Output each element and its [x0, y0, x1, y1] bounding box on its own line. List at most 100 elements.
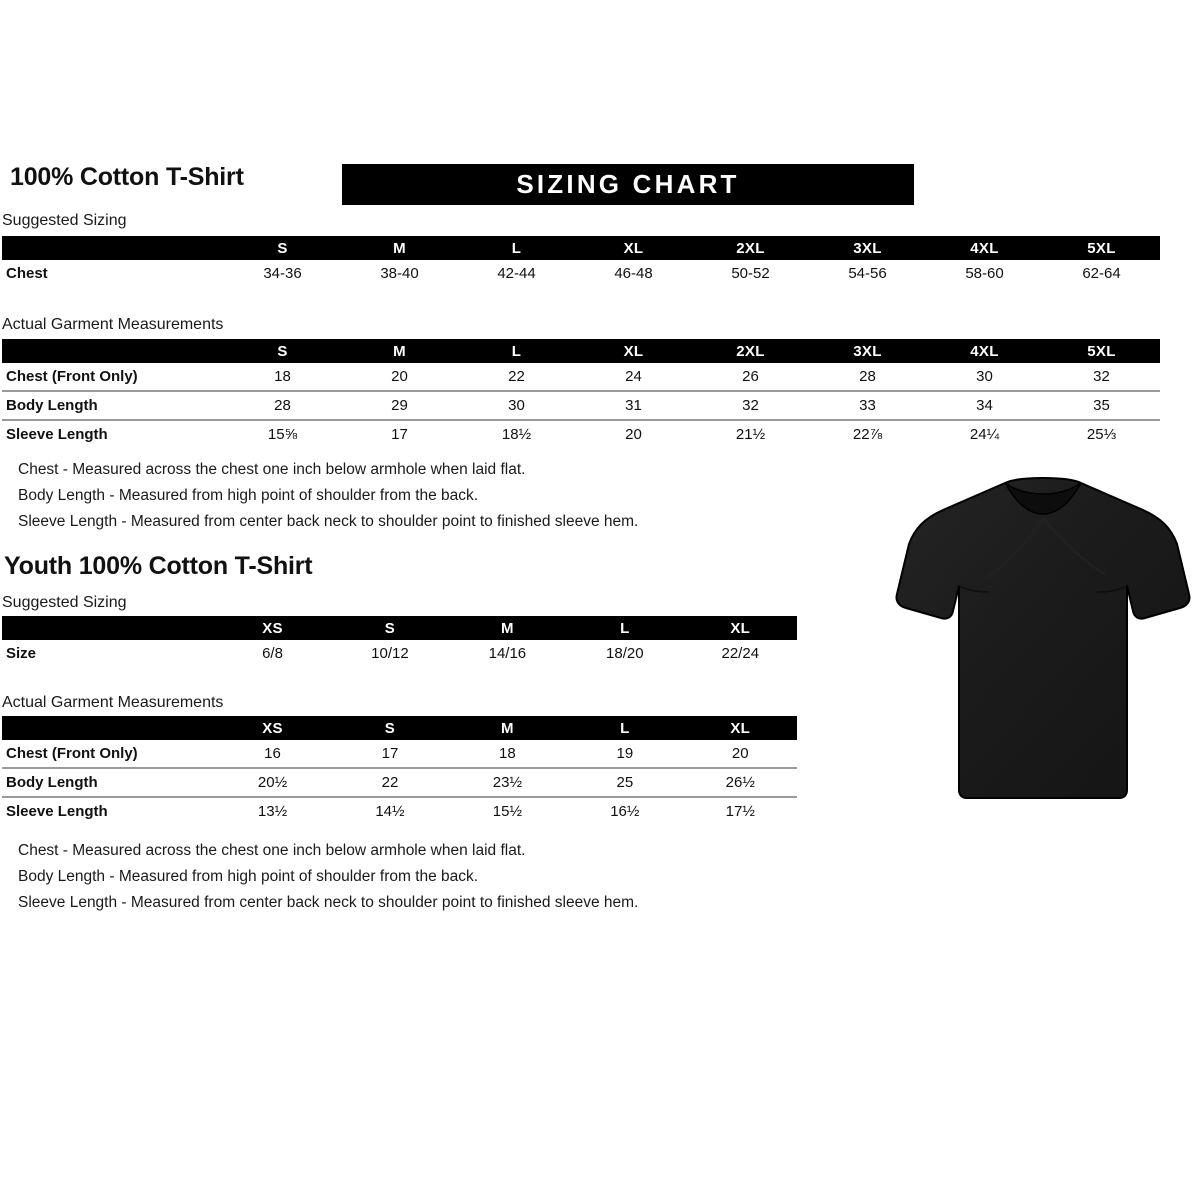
cell-sleevelength-2xl: 21½	[692, 419, 809, 448]
cell-chest-2xl: 50-52	[692, 260, 809, 287]
note-sleeve-length: Sleeve Length - Measured from center bac…	[18, 513, 639, 530]
youth-measurement-notes: Chest - Measured across the chest one in…	[18, 838, 638, 916]
column-header-xl: XL	[683, 716, 797, 740]
table-header-row: S M L XL 2XL 3XL 4XL 5XL	[2, 236, 1160, 260]
cell-bodylength-3xl: 33	[809, 390, 926, 420]
cell-bodylength-s: 22	[331, 767, 449, 797]
adult-suggested-caption: Suggested Sizing	[2, 212, 127, 229]
cell-chest-3xl: 54-56	[809, 260, 926, 287]
cell-chestfront-3xl: 28	[809, 363, 926, 391]
column-header-l: L	[566, 716, 684, 740]
cell-chest-4xl: 58-60	[926, 260, 1043, 287]
column-header-s: S	[331, 716, 449, 740]
column-header-4xl: 4XL	[926, 339, 1043, 363]
cell-chest-m: 38-40	[341, 260, 458, 287]
cell-sleevelength-m: 17	[341, 419, 458, 448]
cell-sleevelength-l: 16½	[566, 796, 684, 825]
adult-actual-measurements-table: S M L XL 2XL 3XL 4XL 5XL Chest (Front On…	[2, 339, 1160, 448]
column-header-xs: XS	[213, 616, 332, 640]
cell-bodylength-4xl: 34	[926, 390, 1043, 420]
row-label-chest-front-only: Chest (Front Only)	[2, 363, 224, 391]
cell-chestfront-l: 22	[458, 363, 575, 391]
header-row: 100% Cotton T-Shirt SIZING CHART	[10, 163, 1190, 205]
cell-bodylength-m: 23½	[448, 767, 567, 797]
cell-chestfront-m: 18	[448, 740, 567, 768]
cell-bodylength-m: 29	[341, 390, 458, 420]
column-header-xl: XL	[575, 236, 692, 260]
cell-bodylength-xl: 31	[575, 390, 692, 420]
table-row: Chest (Front Only) 18 20 22 24 26 28 30 …	[2, 363, 1160, 391]
cell-size-s: 10/12	[331, 640, 449, 667]
black-t-shirt-icon	[895, 477, 1191, 799]
cell-sleevelength-xl: 17½	[683, 796, 797, 825]
column-header-5xl: 5XL	[1043, 236, 1160, 260]
column-header-m: M	[341, 236, 458, 260]
row-label-size: Size	[2, 640, 214, 667]
note-sleeve-length: Sleeve Length - Measured from center bac…	[18, 894, 639, 911]
note-chest: Chest - Measured across the chest one in…	[18, 842, 526, 859]
column-header-l: L	[458, 236, 575, 260]
cell-chestfront-m: 20	[341, 363, 458, 391]
column-header-s: S	[224, 339, 341, 363]
youth-section-title: Youth 100% Cotton T-Shirt	[4, 552, 313, 580]
column-header-l: L	[458, 339, 575, 363]
youth-actual-measurements-table: XS S M L XL Chest (Front Only) 16 17 18 …	[2, 716, 797, 825]
cell-chestfront-xl: 24	[575, 363, 692, 391]
cell-chestfront-s: 18	[224, 363, 341, 391]
column-header-3xl: 3XL	[809, 236, 926, 260]
cell-sleevelength-s: 14½	[331, 796, 449, 825]
cell-sleevelength-s: 15⅝	[224, 419, 341, 448]
adult-actual-caption: Actual Garment Measurements	[2, 316, 224, 333]
row-label-chest-front-only: Chest (Front Only)	[2, 740, 214, 768]
cell-sleevelength-4xl: 24¼	[926, 419, 1043, 448]
cell-sleevelength-xl: 20	[575, 419, 692, 448]
cell-size-l: 18/20	[566, 640, 684, 667]
cell-sleevelength-3xl: 22⅞	[809, 419, 926, 448]
youth-suggested-caption: Suggested Sizing	[2, 594, 127, 611]
column-header-xs: XS	[213, 716, 332, 740]
cell-bodylength-2xl: 32	[692, 390, 809, 420]
cell-chest-5xl: 62-64	[1043, 260, 1160, 287]
cell-chest-l: 42-44	[458, 260, 575, 287]
cell-chestfront-5xl: 32	[1043, 363, 1160, 391]
table-row: Size 6/8 10/12 14/16 18/20 22/24	[2, 640, 797, 667]
cell-bodylength-l: 30	[458, 390, 575, 420]
youth-suggested-sizing-table: XS S M L XL Size 6/8 10/12 14/16 18/20 2…	[2, 616, 797, 667]
adult-measurement-notes: Chest - Measured across the chest one in…	[18, 457, 638, 535]
cell-bodylength-xs: 20½	[213, 767, 332, 797]
cell-sleevelength-l: 18½	[458, 419, 575, 448]
cell-chestfront-l: 19	[566, 740, 684, 768]
column-header-rowlabel	[2, 339, 224, 363]
note-chest: Chest - Measured across the chest one in…	[18, 461, 526, 478]
column-header-s: S	[331, 616, 449, 640]
table-row: Chest 34-36 38-40 42-44 46-48 50-52 54-5…	[2, 260, 1160, 287]
column-header-m: M	[448, 716, 567, 740]
cell-chest-xl: 46-48	[575, 260, 692, 287]
adult-section-title: 100% Cotton T-Shirt	[10, 163, 244, 191]
table-header-row: S M L XL 2XL 3XL 4XL 5XL	[2, 339, 1160, 363]
cell-chestfront-4xl: 30	[926, 363, 1043, 391]
column-header-2xl: 2XL	[692, 339, 809, 363]
table-header-row: XS S M L XL	[2, 716, 797, 740]
cell-chest-s: 34-36	[224, 260, 341, 287]
sizing-chart-banner: SIZING CHART	[342, 164, 914, 205]
cell-bodylength-xl: 26½	[683, 767, 797, 797]
column-header-2xl: 2XL	[692, 236, 809, 260]
column-header-xl: XL	[683, 616, 797, 640]
row-label-chest: Chest	[2, 260, 224, 287]
column-header-rowlabel	[2, 616, 214, 640]
column-header-l: L	[566, 616, 684, 640]
column-header-4xl: 4XL	[926, 236, 1043, 260]
table-header-row: XS S M L XL	[2, 616, 797, 640]
cell-sleevelength-xs: 13½	[213, 796, 332, 825]
table-row: Sleeve Length 15⅝ 17 18½ 20 21½ 22⅞ 24¼ …	[2, 419, 1160, 448]
youth-actual-caption: Actual Garment Measurements	[2, 694, 224, 711]
cell-size-m: 14/16	[448, 640, 567, 667]
sizing-chart-banner-label: SIZING CHART	[516, 169, 740, 199]
row-label-sleeve-length: Sleeve Length	[2, 419, 224, 448]
cell-size-xl: 22/24	[683, 640, 797, 667]
cell-chestfront-xs: 16	[213, 740, 332, 768]
cell-size-xs: 6/8	[213, 640, 332, 667]
adult-suggested-sizing-table: S M L XL 2XL 3XL 4XL 5XL Chest 34-36 38-…	[2, 236, 1160, 287]
